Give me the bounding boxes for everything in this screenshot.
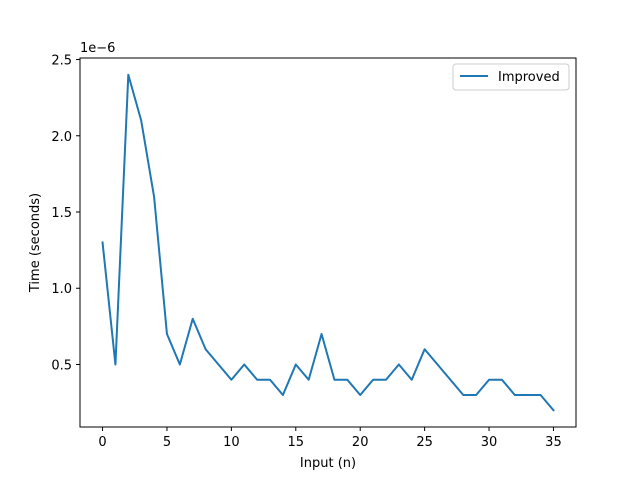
x-tick-label: 0 (98, 435, 106, 450)
x-tick-label: 25 (416, 435, 433, 450)
x-tick-label: 5 (163, 435, 171, 450)
y-axis-offset-label: 1e−6 (80, 41, 115, 56)
x-tick-label: 35 (545, 435, 562, 450)
legend-frame (452, 63, 570, 91)
axis-ticks: 0 5 10 15 20 25 30 35 0.5 1.0 1.5 2.0 2.5 (51, 54, 561, 450)
x-axis-label: Input (n) (300, 456, 356, 471)
y-tick-label: 2.0 (51, 130, 72, 145)
x-tick-label: 15 (288, 435, 305, 450)
x-tick-label: 20 (352, 435, 369, 450)
legend-label-improved: Improved (498, 70, 560, 85)
y-axis-label: Time (seconds) (28, 193, 43, 293)
x-tick-label: 30 (481, 435, 498, 450)
series-line-improved (101, 73, 555, 412)
x-tick-label: 10 (223, 435, 240, 450)
plot-area (101, 73, 555, 412)
y-tick-label: 1.5 (51, 206, 72, 221)
y-tick-label: 1.0 (51, 282, 72, 297)
y-tick-label: 0.5 (51, 358, 72, 373)
legend: Improved (452, 63, 570, 91)
plot-frame (79, 57, 577, 428)
y-tick-label: 2.5 (51, 54, 72, 69)
